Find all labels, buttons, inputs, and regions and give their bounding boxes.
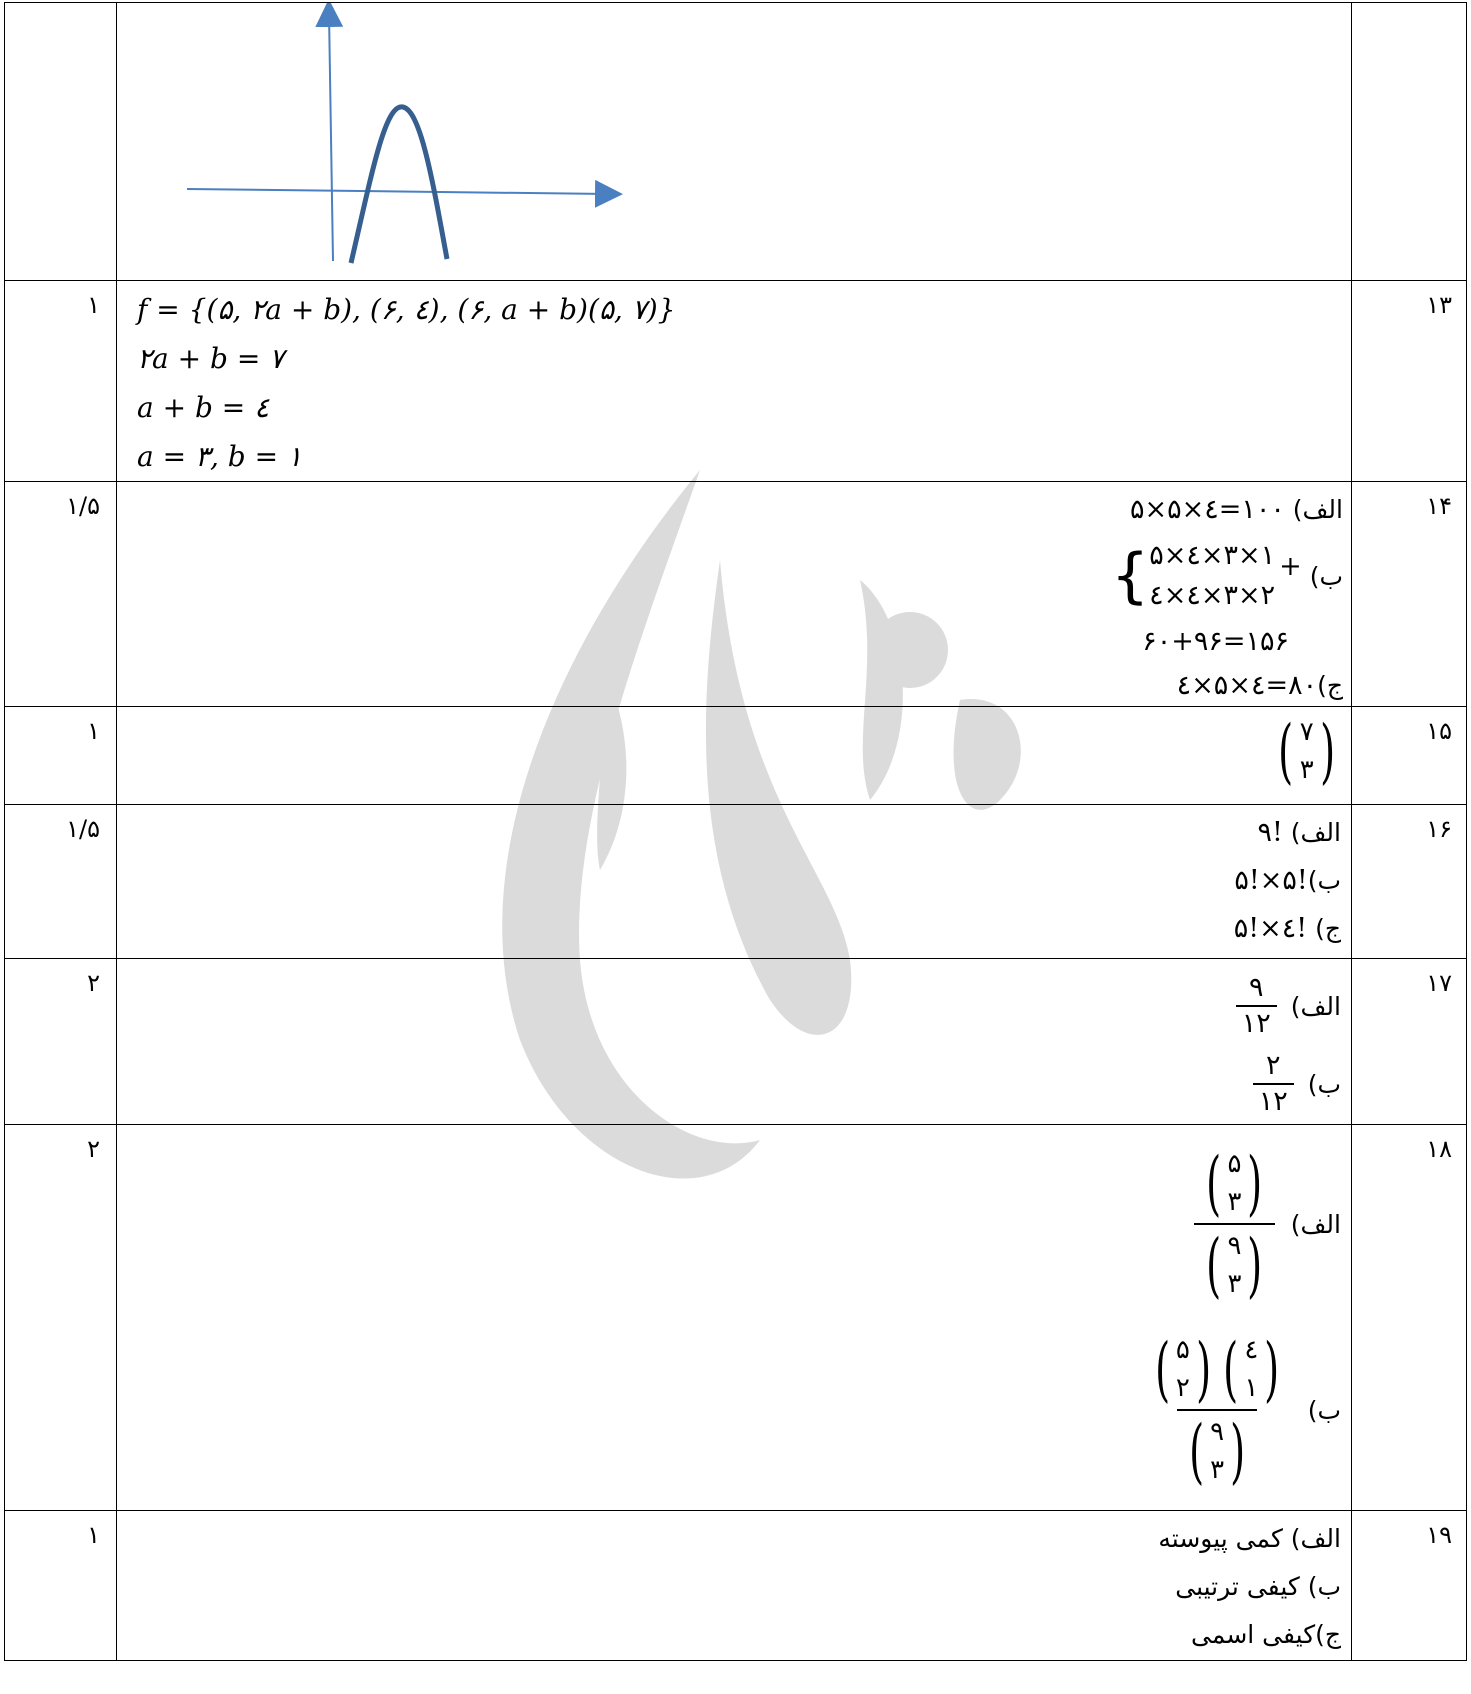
fraction-binom-b: (۵ ۲)(٤ ۱) (۹ ۳) (1154, 1328, 1280, 1492)
part-a-label: الف) (1290, 1209, 1341, 1239)
binom-bottom: ۳ (1210, 1455, 1225, 1485)
question-number (1351, 2, 1467, 281)
question-number: ۱۶ (1351, 804, 1467, 959)
fraction-a-den: ۱۲ (1235, 1005, 1277, 1041)
binom-top: ۵ (1227, 1149, 1242, 1179)
binom-bottom: ۳ (1299, 755, 1314, 785)
left-brace: { (1110, 541, 1150, 611)
part-b-bottom: ٤×٤×۳×۲ (1149, 580, 1276, 611)
question-number: ۱۵ (1351, 706, 1467, 805)
answer-cell: الف) کمی پیوسته ب) کیفی ترتیبی ج)کیفی اس… (116, 1510, 1352, 1661)
question-number: ۱۴ (1351, 481, 1467, 707)
binom-bottom: ۱ (1244, 1373, 1259, 1403)
answer-cell: الف) ۵×۵×٤=۱۰۰ ب) { ۵×٤×۳×۱ ٤×٤×۳×۲ + ۶۰ (116, 481, 1352, 707)
score-cell: ۱/۵ (4, 804, 117, 959)
score-cell: ۱/۵ (4, 481, 117, 707)
binom-top: ٤ (1244, 1335, 1259, 1365)
part-b-label: ب) (1309, 561, 1343, 591)
function-set: f = {(۵, ۲a + b), (۶, ٤), (۶, a + b)(۵, … (137, 293, 676, 326)
part-c-label: ج) (1317, 671, 1343, 700)
part-b-answer: ب) کیفی ترتیبی (1175, 1572, 1341, 1601)
part-a-expr: ۵×۵×٤=۱۰۰ (1129, 494, 1285, 525)
answer-cell: الف) !۹ ب)!۵×!۵ ج) !٤×!۵ (116, 804, 1352, 959)
equation-2: a + b = ٤ (137, 391, 270, 424)
plus-sign: + (1279, 550, 1302, 582)
part-b-label: ب) (1307, 1395, 1341, 1425)
part-a-label: الف) (1290, 818, 1341, 847)
question-number: ۱۳ (1351, 280, 1467, 482)
x-axis (186, 179, 623, 208)
question-number: ۱۷ (1351, 958, 1467, 1125)
score-cell (4, 2, 117, 281)
fraction-a-num: ۹ (1249, 972, 1264, 1003)
answer-cell: الف) (۵ ۳) (۹ ۳) ب) (116, 1124, 1352, 1511)
part-b-top: ۵×٤×۳×۱ (1149, 540, 1276, 571)
fraction-b: ۲ ۱۲ (1252, 1049, 1294, 1119)
table-row (4, 2, 1467, 281)
binom-bottom: ۲ (1175, 1373, 1190, 1403)
part-c-expr: !٤×!۵ (1233, 913, 1308, 944)
part-a-label: الف) (1290, 991, 1341, 1021)
part-b-sum: ۶۰+۹۶=۱۵۶ (1142, 626, 1289, 657)
table-row: ۱/۵ الف) !۹ ب)!۵×!۵ ج) !٤×!۵ ۱۶ (4, 804, 1467, 959)
table-row: ۱ f = {(۵, ۲a + b), (۶, ٤), (۶, a + b)(۵… (4, 280, 1467, 482)
part-b-label: ب) (1307, 866, 1341, 895)
parabola-graph (186, 3, 623, 264)
answer-table: ۱ f = {(۵, ۲a + b), (۶, ٤), (۶, a + b)(۵… (4, 2, 1467, 1661)
table-row: ۲ الف) ۹ ۱۲ ب) ۲ ۱۲ ۱۷ (4, 958, 1467, 1125)
part-b-expr: !۵×!۵ (1234, 865, 1308, 896)
parabola-curve (348, 104, 450, 264)
score-cell: ۱ (4, 280, 117, 482)
solution: a = ۳, b = ۱ (137, 440, 303, 473)
score-cell: ۱ (4, 1510, 117, 1661)
equation-1: ۲a + b = ۷ (137, 342, 285, 375)
part-a-answer: الف) کمی پیوسته (1158, 1524, 1341, 1553)
question-number: ۱۹ (1351, 1510, 1467, 1661)
table-row: ۲ الف) (۵ ۳) (۹ ۳) (4, 1124, 1467, 1511)
part-c-expr: ٤×۵×٤=۸۰ (1176, 670, 1318, 701)
binom-top: ۹ (1210, 1417, 1225, 1447)
answer-cell: الف) ۹ ۱۲ ب) ۲ ۱۲ (116, 958, 1352, 1125)
part-c-answer: ج)کیفی اسمی (1191, 1620, 1341, 1649)
binom-top: ۵ (1175, 1335, 1190, 1365)
question-number: ۱۸ (1351, 1124, 1467, 1511)
binom-bottom: ۳ (1227, 1187, 1242, 1217)
table-row: ۱ الف) کمی پیوسته ب) کیفی ترتیبی ج)کیفی … (4, 1510, 1467, 1661)
score-cell: ۲ (4, 958, 117, 1125)
part-b-label: ب) (1307, 1069, 1341, 1099)
part-c-label: ج) (1315, 914, 1341, 943)
y-axis (315, 3, 344, 262)
binom-top: ۷ (1299, 717, 1314, 747)
score-cell: ۲ (4, 1124, 117, 1511)
fraction-b-num: ۲ (1265, 1050, 1281, 1081)
binom-bottom: ۳ (1227, 1269, 1242, 1299)
fraction-b-den: ۱۲ (1252, 1083, 1294, 1119)
fraction-binom-a: (۵ ۳) (۹ ۳) (1194, 1143, 1275, 1305)
part-a-label: الف) (1292, 495, 1343, 524)
table-row: ۱/۵ الف) ۵×۵×٤=۱۰۰ ب) { ۵×٤×۳×۱ ٤×٤×۳×۲ … (4, 481, 1467, 707)
graph-cell (116, 2, 1352, 281)
binom-top: ۹ (1227, 1231, 1242, 1261)
part-a-expr: !۹ (1257, 817, 1283, 848)
fraction-a: ۹ ۱۲ (1235, 971, 1277, 1041)
score-cell: ۱ (4, 706, 117, 805)
answer-cell: f = {(۵, ۲a + b), (۶, ٤), (۶, a + b)(۵, … (116, 280, 1352, 482)
